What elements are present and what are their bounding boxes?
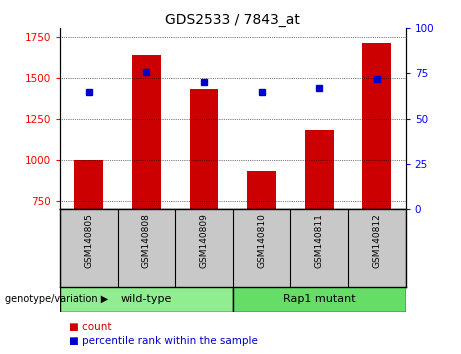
Text: genotype/variation ▶: genotype/variation ▶ xyxy=(5,294,108,304)
Bar xyxy=(132,55,161,209)
Text: ■ count: ■ count xyxy=(69,322,112,332)
Bar xyxy=(305,130,334,209)
Text: GSM140809: GSM140809 xyxy=(200,213,208,268)
Text: Rap1 mutant: Rap1 mutant xyxy=(283,294,355,304)
Text: GSM140805: GSM140805 xyxy=(84,213,93,268)
Bar xyxy=(189,89,219,209)
Text: wild-type: wild-type xyxy=(121,294,172,304)
Bar xyxy=(233,287,406,312)
Text: ■ percentile rank within the sample: ■ percentile rank within the sample xyxy=(69,336,258,346)
Bar xyxy=(74,160,103,209)
Bar xyxy=(60,287,233,312)
Bar xyxy=(247,171,276,209)
Title: GDS2533 / 7843_at: GDS2533 / 7843_at xyxy=(165,13,300,27)
Text: GSM140812: GSM140812 xyxy=(372,213,381,268)
Text: GSM140811: GSM140811 xyxy=(315,213,324,268)
Text: GSM140808: GSM140808 xyxy=(142,213,151,268)
Text: GSM140810: GSM140810 xyxy=(257,213,266,268)
Bar xyxy=(362,43,391,209)
